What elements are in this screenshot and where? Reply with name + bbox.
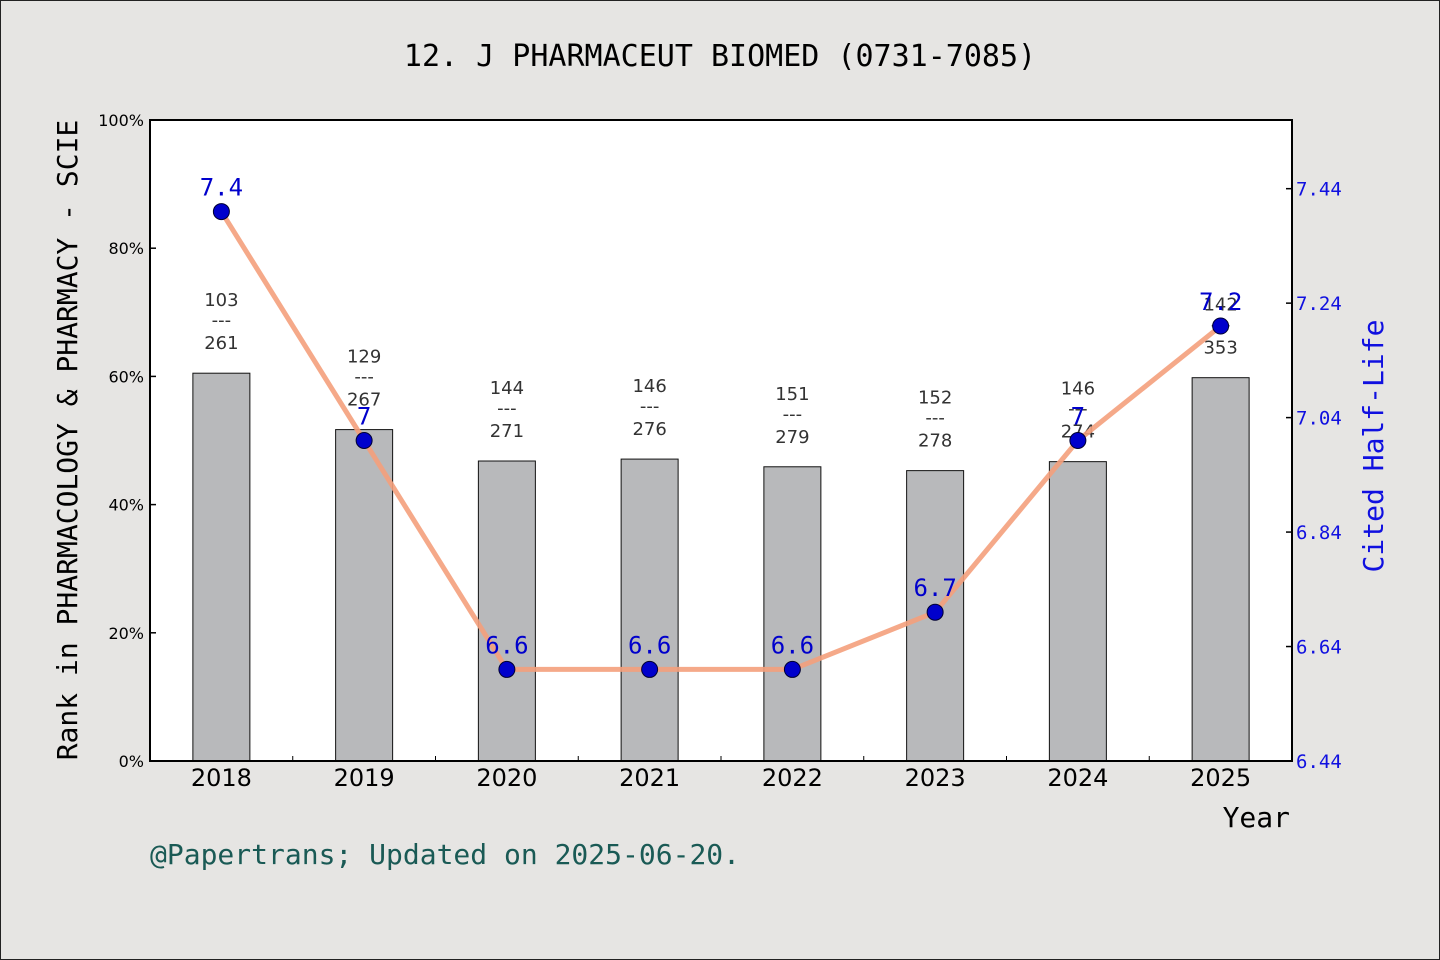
half-life-label: 7 — [357, 403, 371, 431]
half-life-label: 7.4 — [200, 174, 243, 202]
y2-tick-label: 7.04 — [1296, 408, 1342, 430]
half-life-line — [219, 210, 1223, 672]
y-tick-label: 0% — [119, 752, 144, 771]
total-label: 279 — [775, 427, 809, 448]
rank-label: 151 — [775, 384, 809, 405]
y2-tick-label: 7.24 — [1296, 293, 1342, 315]
half-life-label: 7 — [1071, 403, 1085, 431]
x-axis-label: Year — [1223, 801, 1290, 834]
half-life-point-2020 — [498, 660, 516, 678]
total-label: 278 — [918, 431, 952, 452]
half-life-point-2025 — [1212, 317, 1230, 335]
total-label: 353 — [1203, 338, 1237, 359]
y-tick-label: 40% — [108, 496, 144, 515]
half-life-point-2024 — [1069, 432, 1087, 449]
y-tick-label: 20% — [108, 624, 144, 643]
rank-separator: --- — [925, 408, 945, 429]
plot-area — [150, 120, 1292, 761]
total-label: 276 — [632, 419, 666, 440]
rank-label: 129 — [347, 347, 381, 368]
half-life-label: 6.7 — [913, 574, 956, 602]
half-life-label: 7.2 — [1199, 288, 1242, 316]
half-life-line-group — [212, 203, 1230, 678]
rank-separator: --- — [640, 396, 660, 417]
bar-2022 — [763, 466, 822, 762]
half-life-point-2019 — [355, 432, 373, 449]
x-tick-label: 2022 — [762, 764, 823, 792]
x-tick-label: 2018 — [191, 764, 252, 792]
half-life-label: 6.6 — [771, 631, 814, 659]
rank-separator: --- — [1068, 399, 1088, 420]
half-life-point-2022 — [783, 660, 801, 678]
x-tick-label: 2025 — [1190, 764, 1251, 792]
rank-label: 146 — [1061, 379, 1095, 400]
y-axis-label: Rank in PHARMACOLOGY & PHARMACY - SCIE — [51, 120, 84, 761]
total-label: 261 — [204, 333, 238, 354]
rank-separator: --- — [354, 367, 374, 388]
bar-2019 — [335, 429, 394, 762]
rank-label: 144 — [490, 378, 524, 399]
rank-separator: --- — [783, 404, 803, 425]
x-tick-label: 2021 — [619, 764, 680, 792]
half-life-point-2018 — [212, 203, 230, 221]
bar-2018 — [192, 372, 251, 762]
y2-tick-label: 7.44 — [1296, 179, 1342, 201]
y-tick-label: 60% — [108, 367, 144, 386]
rank-separator: --- — [497, 398, 517, 419]
footer-credit: @Papertrans; Updated on 2025-06-20. — [150, 838, 740, 871]
left-axis: 0% 20% 40% 60% 80% 100% — [98, 111, 156, 771]
total-label: 267 — [347, 390, 381, 411]
y2-tick-label: 6.84 — [1296, 522, 1342, 544]
half-life-labels-group: 7.4 7 6.6 6.6 6.6 6.7 7 7.2 — [200, 174, 1243, 660]
bar-2020 — [477, 460, 536, 762]
x-tick-label: 2024 — [1047, 764, 1108, 792]
y-tick-label: 100% — [98, 111, 144, 130]
x-axis: 2018 2019 2020 2021 2022 2023 2024 2025 — [191, 756, 1251, 792]
x-tick-label: 2019 — [334, 764, 395, 792]
y2-axis-label: Cited Half-Life — [1357, 320, 1390, 573]
bar-2024 — [1048, 461, 1107, 762]
rank-label: 103 — [204, 290, 238, 311]
half-life-label: 6.6 — [485, 631, 528, 659]
y-tick-label: 80% — [108, 239, 144, 258]
rank-separator: --- — [212, 310, 232, 331]
total-label: 271 — [490, 421, 524, 442]
half-life-point-2021 — [641, 660, 659, 678]
bar-2021 — [620, 458, 679, 762]
right-axis: 6.44 6.64 6.84 7.04 7.24 7.44 — [1286, 179, 1342, 773]
chart-title: 12. J PHARMACEUT BIOMED (0731-7085) — [404, 39, 1036, 74]
rank-label: 152 — [918, 388, 952, 409]
rank-label: 146 — [632, 376, 666, 397]
rank-label: 142 — [1203, 295, 1237, 316]
bar-2025 — [1191, 377, 1250, 762]
bars-group — [192, 372, 1250, 762]
x-tick-label: 2023 — [905, 764, 966, 792]
y2-tick-label: 6.44 — [1296, 751, 1342, 773]
x-tick-label: 2020 — [476, 764, 537, 792]
y2-tick-label: 6.64 — [1296, 637, 1342, 659]
half-life-point-2023 — [926, 603, 944, 621]
half-life-label: 6.6 — [628, 631, 671, 659]
